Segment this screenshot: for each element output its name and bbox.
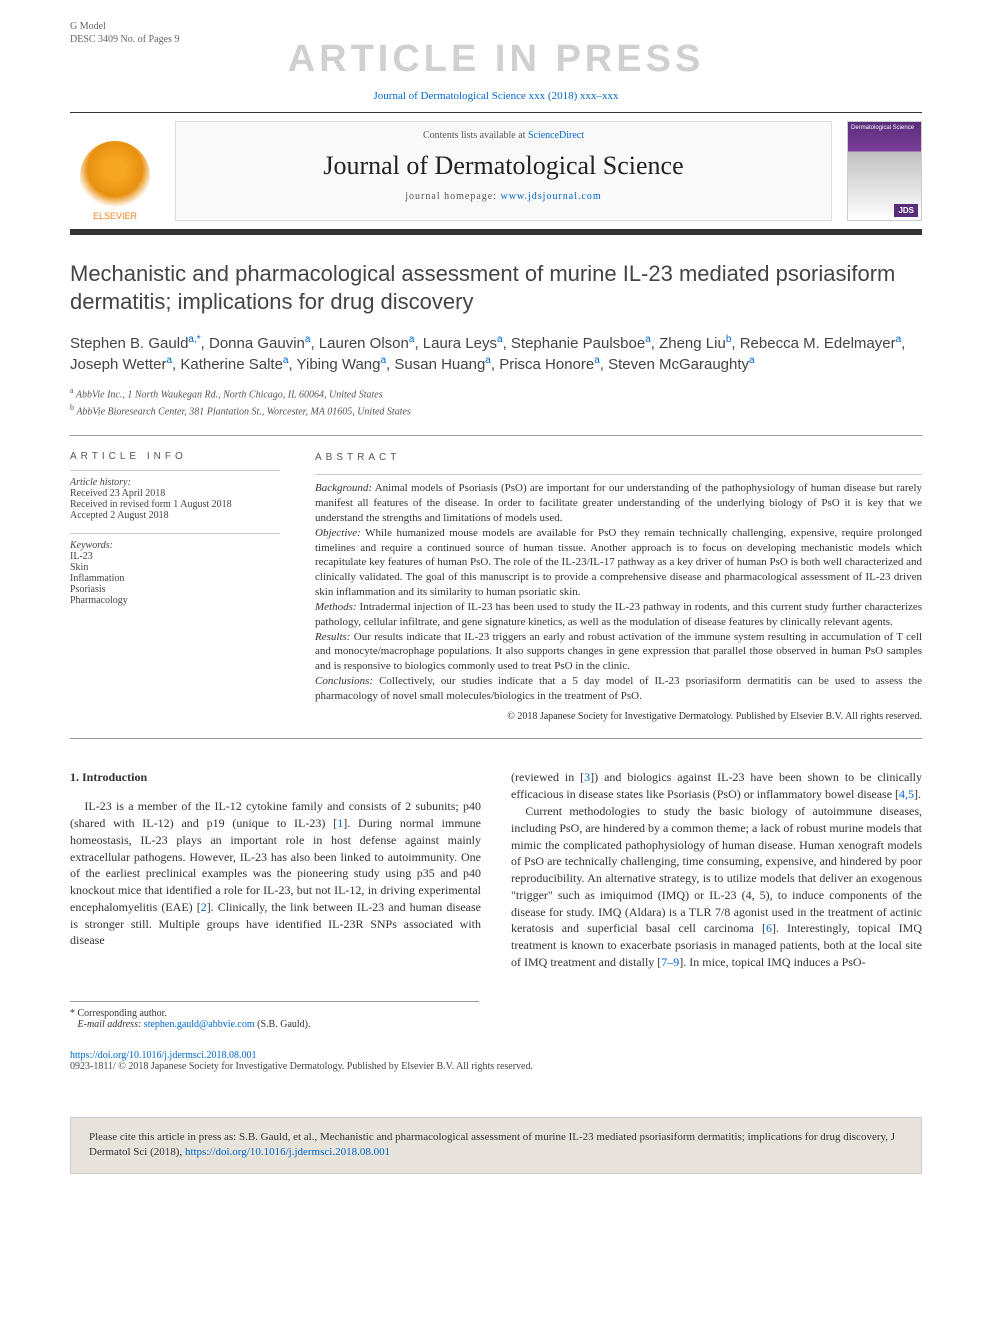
conclusions-text: Collectively, our studies indicate that … — [315, 675, 922, 702]
sciencedirect-link[interactable]: ScienceDirect — [528, 130, 584, 141]
abstract-heading: ABSTRACT — [315, 451, 922, 465]
elsevier-tree-icon — [80, 141, 150, 211]
info-divider-bottom — [70, 738, 922, 739]
corresponding-label: Corresponding author. — [78, 1008, 167, 1019]
doi-link[interactable]: https://doi.org/10.1016/j.jdermsci.2018.… — [70, 1050, 256, 1061]
header-divider — [70, 112, 922, 113]
abstract-objective: Objective: While humanized mouse models … — [315, 526, 922, 600]
contents-prefix: Contents lists available at — [423, 130, 528, 141]
journal-reference-link[interactable]: Journal of Dermatological Science xxx (2… — [374, 90, 619, 102]
methods-text: Intradermal injection of IL-23 has been … — [315, 601, 922, 628]
email-label: E-mail address: — [78, 1019, 142, 1030]
column-right: (reviewed in [3]) and biologics against … — [511, 769, 922, 971]
homepage-prefix: journal homepage: — [405, 191, 500, 202]
issn-copyright: 0923-1811/ © 2018 Japanese Society for I… — [70, 1061, 533, 1072]
homepage-link[interactable]: www.jdsjournal.com — [500, 191, 601, 202]
corresponding-star: * — [70, 1008, 75, 1019]
journal-title: Journal of Dermatological Science — [186, 151, 821, 181]
authors-list: Stephen B. Gaulda,*, Donna Gauvina, Laur… — [70, 333, 922, 375]
results-text: Our results indicate that IL-23 triggers… — [315, 631, 922, 673]
cover-title: Dermatological Science — [851, 125, 914, 131]
intro-para-2: (reviewed in [3]) and biologics against … — [511, 769, 922, 803]
journal-cover-thumbnail: Dermatological Science JDS — [847, 121, 922, 221]
gmodel-header: G Model DESC 3409 No. of Pages 9 — [70, 20, 179, 46]
abstract-divider — [315, 474, 922, 475]
article-title: Mechanistic and pharmacological assessme… — [70, 260, 922, 315]
objective-text: While humanized mouse models are availab… — [315, 527, 922, 598]
elsevier-logo: ELSEVIER — [70, 121, 160, 221]
abstract-results: Results: Our results indicate that IL-23… — [315, 630, 922, 675]
objective-label: Objective: — [315, 527, 361, 539]
intro-para-3: Current methodologies to study the basic… — [511, 803, 922, 971]
background-label: Background: — [315, 482, 372, 494]
column-left: 1. Introduction IL-23 is a member of the… — [70, 769, 481, 971]
affiliations-list: a AbbVie Inc., 1 North Waukegan Rd., Nor… — [70, 385, 922, 420]
article-info-heading: ARTICLE INFO — [70, 451, 280, 462]
info-section-divider-2 — [70, 533, 280, 534]
introduction-heading: 1. Introduction — [70, 769, 481, 786]
gmodel-line1: G Model — [70, 20, 179, 33]
background-text: Animal models of Psoriasis (PsO) are imp… — [315, 482, 922, 524]
history-label: Article history: — [70, 477, 280, 488]
citation-doi-link[interactable]: https://doi.org/10.1016/j.jdermsci.2018.… — [185, 1146, 390, 1158]
article-info: ARTICLE INFO Article history: Received 2… — [70, 451, 280, 724]
results-label: Results: — [315, 631, 350, 643]
contents-line: Contents lists available at ScienceDirec… — [186, 130, 821, 141]
info-divider-top — [70, 435, 922, 436]
abstract-copyright: © 2018 Japanese Society for Investigativ… — [315, 710, 922, 724]
abstract-conclusions: Conclusions: Collectively, our studies i… — [315, 674, 922, 704]
keywords-list: IL-23SkinInflammationPsoriasisPharmacolo… — [70, 551, 280, 606]
abstract: ABSTRACT Background: Animal models of Ps… — [315, 451, 922, 724]
conclusions-label: Conclusions: — [315, 675, 373, 687]
elsevier-label: ELSEVIER — [93, 211, 137, 221]
corresponding-name: (S.B. Gauld). — [257, 1019, 310, 1030]
journal-homepage: journal homepage: www.jdsjournal.com — [186, 191, 821, 202]
info-abstract-row: ARTICLE INFO Article history: Received 2… — [70, 451, 922, 724]
footer-info: https://doi.org/10.1016/j.jdermsci.2018.… — [70, 1044, 922, 1072]
article-body: Mechanistic and pharmacological assessme… — [0, 235, 992, 1092]
masthead: ELSEVIER Contents lists available at Sci… — [70, 121, 922, 221]
gmodel-line2: DESC 3409 No. of Pages 9 — [70, 33, 179, 46]
methods-label: Methods: — [315, 601, 357, 613]
history-revised: Received in revised form 1 August 2018 — [70, 499, 280, 510]
article-in-press-watermark: ARTICLE IN PRESS — [288, 38, 705, 81]
abstract-background: Background: Animal models of Psoriasis (… — [315, 481, 922, 526]
page: G Model DESC 3409 No. of Pages 9 ARTICLE… — [0, 0, 992, 1323]
citation-box: Please cite this article in press as: S.… — [70, 1117, 922, 1174]
keywords-label: Keywords: — [70, 540, 280, 551]
info-section-divider — [70, 470, 280, 471]
body-two-column: 1. Introduction IL-23 is a member of the… — [70, 769, 922, 971]
history-accepted: Accepted 2 August 2018 — [70, 510, 280, 521]
masthead-center: Contents lists available at ScienceDirec… — [175, 121, 832, 221]
corresponding-email[interactable]: stephen.gauld@abbvie.com — [144, 1019, 255, 1030]
corresponding-author: * Corresponding author. E-mail address: … — [70, 1001, 479, 1030]
intro-para-1: IL-23 is a member of the IL-12 cytokine … — [70, 798, 481, 949]
abstract-methods: Methods: Intradermal injection of IL-23 … — [315, 600, 922, 630]
history-received: Received 23 April 2018 — [70, 488, 280, 499]
cover-badge: JDS — [894, 204, 918, 217]
